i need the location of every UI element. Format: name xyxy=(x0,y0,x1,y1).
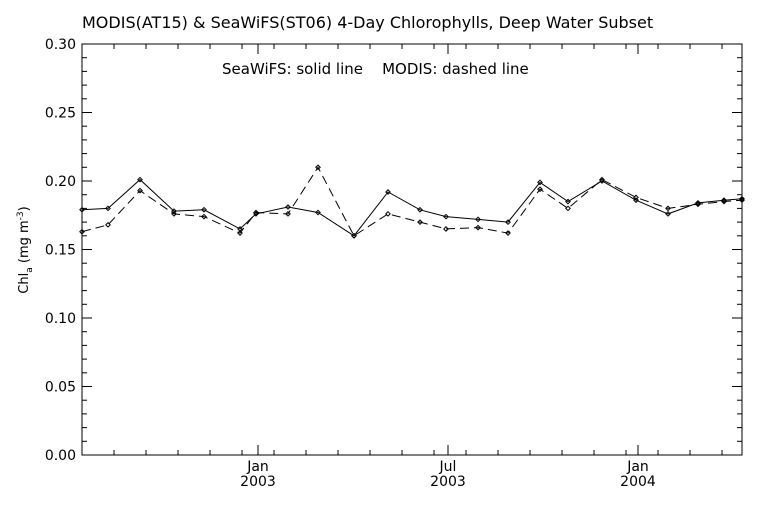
data-point-modis xyxy=(475,224,481,231)
y-tick-label: 0.30 xyxy=(45,37,76,53)
data-point-seawifs xyxy=(739,195,745,202)
data-point-modis xyxy=(417,219,423,226)
chart-title: MODIS(AT15) & SeaWiFS(ST06) 4-Day Chloro… xyxy=(82,13,653,32)
data-point-modis xyxy=(171,210,177,217)
data-point-seawifs xyxy=(695,200,701,206)
y-tick-label: 0.20 xyxy=(45,174,76,190)
data-point-modis xyxy=(721,198,727,205)
data-point-modis xyxy=(505,230,511,236)
data-point-seawifs xyxy=(137,176,143,183)
y-tick-label: 0.10 xyxy=(45,311,76,327)
data-point-modis xyxy=(237,230,243,236)
series-line-modis xyxy=(81,166,743,237)
data-point-modis xyxy=(695,201,701,208)
data-point-modis xyxy=(285,210,291,217)
y-tick-label: 0.00 xyxy=(45,448,76,464)
data-point-seawifs xyxy=(285,204,291,210)
data-point-modis xyxy=(599,176,605,183)
series-line-seawifs xyxy=(81,178,743,237)
data-point-modis xyxy=(315,164,321,171)
y-tick-label: 0.05 xyxy=(45,380,76,396)
data-point-modis xyxy=(565,205,571,212)
data-point-seawifs xyxy=(475,216,481,223)
data-point-seawifs xyxy=(505,219,511,226)
data-point-seawifs xyxy=(537,179,543,186)
y-axis-label: Chla (mg m-3) xyxy=(16,206,35,293)
data-point-modis xyxy=(537,186,543,193)
x-tick-label-month: Jan xyxy=(246,459,269,475)
y-tick-label: 0.15 xyxy=(45,243,76,259)
x-tick-label-month: Jan xyxy=(626,459,649,475)
data-point-seawifs xyxy=(417,206,423,213)
data-point-seawifs xyxy=(105,205,111,212)
data-point-seawifs xyxy=(565,198,571,205)
data-point-modis xyxy=(739,197,745,204)
data-point-modis xyxy=(665,205,671,212)
data-point-seawifs xyxy=(79,206,85,213)
x-tick-label-year: 2003 xyxy=(240,474,276,490)
plot-frame xyxy=(81,43,743,456)
data-point-modis xyxy=(253,209,259,216)
series-layer xyxy=(79,164,745,239)
data-point-seawifs xyxy=(201,206,207,213)
x-tick-label-year: 2004 xyxy=(620,474,656,490)
x-tick-label-month: Jul xyxy=(439,459,457,475)
data-point-modis xyxy=(201,213,207,220)
data-point-seawifs xyxy=(633,197,639,204)
data-point-modis xyxy=(385,210,391,217)
data-point-seawifs xyxy=(385,189,391,195)
data-point-seawifs xyxy=(443,213,449,220)
y-tick-label: 0.25 xyxy=(45,106,76,122)
legend-annotation: SeaWiFS: solid line MODIS: dashed line xyxy=(222,60,529,78)
data-point-modis xyxy=(137,187,143,194)
y-axis: 0.00 0.05 0.10 0.15 0.20 0.25 0.30 xyxy=(45,37,742,464)
data-point-modis xyxy=(79,228,85,235)
data-point-modis xyxy=(105,221,111,228)
data-point-seawifs xyxy=(721,197,727,204)
data-point-seawifs xyxy=(665,210,671,217)
x-tick-label-year: 2003 xyxy=(430,474,466,490)
data-point-modis xyxy=(351,232,357,239)
data-point-modis xyxy=(443,226,449,232)
data-point-seawifs xyxy=(315,209,321,216)
data-point-modis xyxy=(633,194,639,201)
